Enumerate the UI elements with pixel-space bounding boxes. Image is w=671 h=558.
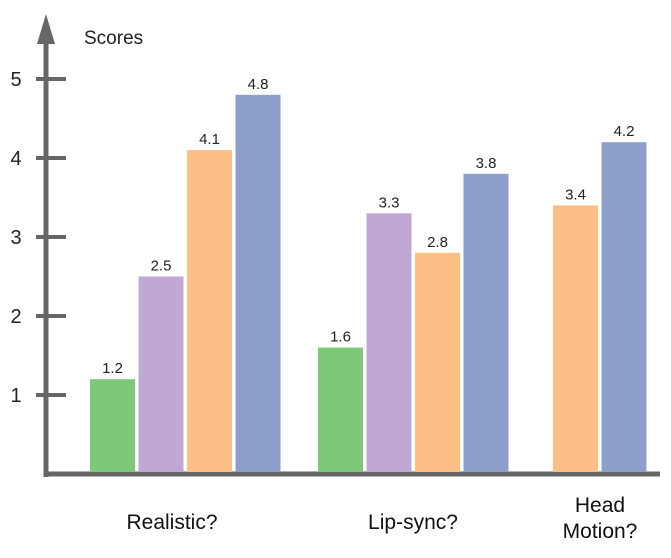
bar <box>463 173 509 473</box>
bar-value-label: 4.8 <box>248 76 269 93</box>
axes: 1 2 3 4 5 <box>10 14 660 477</box>
bar-value-label: 1.2 <box>102 360 123 377</box>
category-label: Motion? <box>563 520 638 543</box>
bar-value-label: 4.2 <box>614 123 635 140</box>
bar-value-label: 2.5 <box>151 258 172 275</box>
bar <box>553 205 598 472</box>
category-label: Lip-sync? <box>368 511 458 534</box>
bar-value-label: 2.8 <box>427 234 448 251</box>
bar <box>235 94 281 473</box>
category-label: Head <box>575 494 625 517</box>
bar <box>601 142 647 472</box>
bar-value-label: 3.4 <box>565 186 586 203</box>
y-tick-label: 2 <box>10 306 21 328</box>
y-tick-label: 5 <box>10 69 21 91</box>
y-tick-label: 1 <box>10 385 21 407</box>
x-axis-labels: Realistic? Lip-sync? Head Motion? <box>126 494 637 543</box>
y-tick-label: 4 <box>10 148 21 170</box>
y-axis-arrow <box>37 14 55 44</box>
bar-value-label: 4.1 <box>199 131 220 148</box>
category-label: Realistic? <box>126 511 217 534</box>
bars: 1.2 2.5 4.1 4.8 1.6 3.3 2.8 3.8 3.4 4.2 <box>90 76 647 473</box>
bar-value-label: 3.3 <box>379 194 400 211</box>
y-axis-title: Scores <box>84 28 143 49</box>
bar-value-label: 3.8 <box>476 155 497 172</box>
bar <box>138 276 184 472</box>
bar <box>366 213 412 473</box>
bar <box>318 347 363 472</box>
y-tick-label: 3 <box>10 227 21 249</box>
bar <box>90 379 135 472</box>
bar <box>415 252 460 472</box>
bar <box>187 150 232 472</box>
bar-value-label: 1.6 <box>330 329 351 346</box>
